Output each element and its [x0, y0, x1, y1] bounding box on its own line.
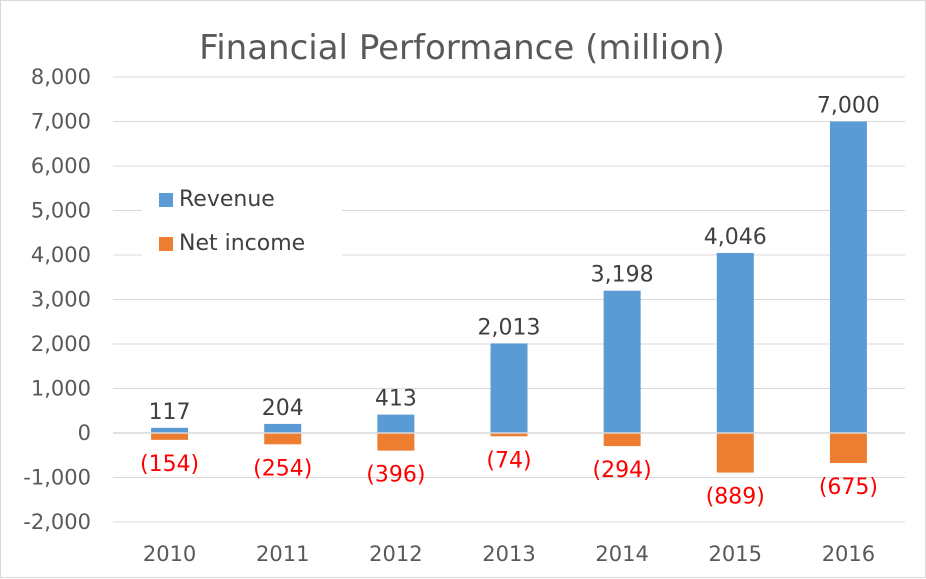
revenue-data-label: 413 [375, 387, 417, 412]
x-tick-label: 2013 [482, 542, 535, 566]
net-income-data-label: (254) [253, 456, 312, 481]
y-tick-label: -1,000 [23, 466, 91, 490]
net-income-data-label: (675) [819, 475, 878, 500]
net-income-data-label: (294) [593, 458, 652, 483]
revenue-data-label: 2,013 [478, 315, 541, 340]
revenue-data-label: 7,000 [817, 94, 880, 119]
revenue-data-label: 3,198 [591, 263, 654, 288]
net-income-data-label: (889) [706, 485, 765, 510]
y-tick-label: -2,000 [23, 510, 91, 534]
legend-swatch [159, 237, 173, 251]
y-tick-label: 6,000 [31, 154, 91, 178]
net-income-bar [829, 433, 867, 464]
net-income-data-label: (154) [140, 452, 199, 477]
data-labels: 117 (154) 204 (254) 413 (396) 2,013 (74) 3,198 (2… [140, 94, 880, 510]
legend: Revenue Net income [142, 179, 342, 267]
x-axis: 2010 2011 2012 2013 2014 2015 2016 [113, 432, 905, 566]
net-income-bar [264, 433, 302, 445]
y-tick-label: 7,000 [31, 110, 91, 134]
x-tick-label: 2010 [143, 542, 196, 566]
net-income-data-label: (74) [486, 448, 531, 473]
revenue-bar [151, 427, 189, 433]
x-tick-label: 2011 [256, 542, 309, 566]
net-income-data-label: (396) [366, 463, 425, 488]
net-income-bar [377, 433, 415, 451]
chart-title: Financial Performance (million) [199, 28, 725, 68]
legend-background [142, 179, 342, 267]
revenue-bar [490, 343, 528, 433]
revenue-bar [264, 423, 302, 433]
revenue-bar [829, 121, 867, 433]
y-tick-label: 2,000 [31, 332, 91, 356]
revenue-data-label: 4,046 [704, 225, 767, 250]
net-income-bar [603, 433, 641, 447]
bars [151, 121, 867, 473]
revenue-bar [377, 414, 415, 433]
x-tick-label: 2016 [822, 542, 875, 566]
revenue-data-label: 204 [262, 396, 304, 421]
legend-swatch [159, 193, 173, 207]
legend-label: Revenue [179, 187, 275, 212]
revenue-bar [603, 290, 641, 433]
x-tick-label: 2015 [709, 542, 762, 566]
y-tick-label: 5,000 [31, 199, 91, 223]
x-tick-label: 2012 [369, 542, 422, 566]
y-tick-label: 4,000 [31, 243, 91, 267]
y-tick-label: 8,000 [31, 65, 91, 89]
net-income-bar [151, 433, 189, 440]
y-axis: 8,000 7,000 6,000 5,000 4,000 3,000 2,000 1,000… [23, 65, 91, 534]
net-income-bar [716, 433, 754, 473]
revenue-data-label: 117 [149, 400, 191, 425]
net-income-bar [490, 433, 528, 437]
legend-label: Net income [179, 231, 305, 256]
y-tick-label: 1,000 [31, 377, 91, 401]
y-tick-label: 0 [78, 421, 91, 445]
revenue-bar [716, 252, 754, 433]
y-tick-label: 3,000 [31, 288, 91, 312]
x-tick-label: 2014 [595, 542, 648, 566]
